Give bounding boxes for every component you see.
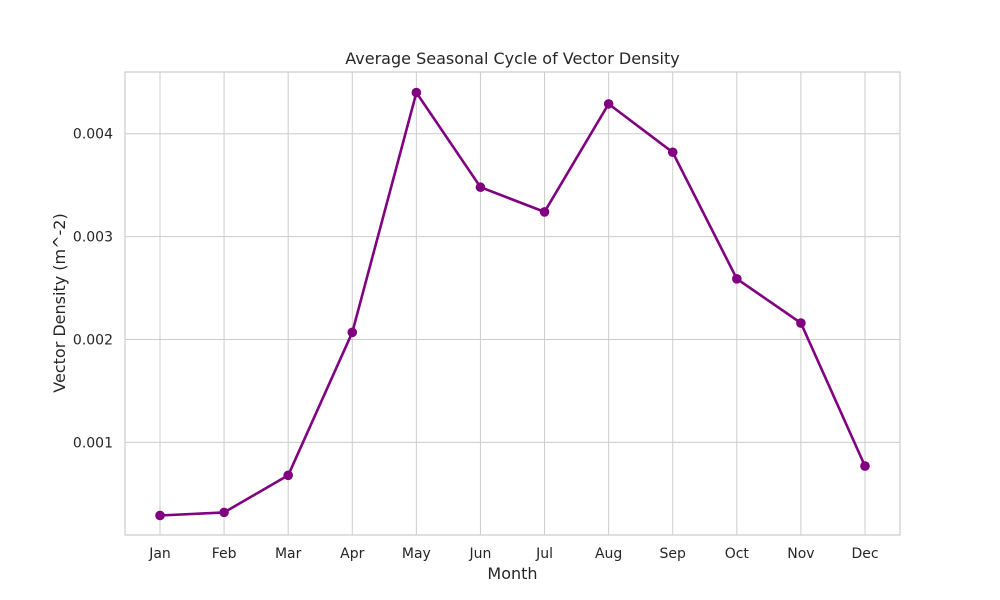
data-point[interactable] [347, 327, 358, 338]
data-point[interactable] [155, 510, 165, 521]
series-line [158, 91, 867, 517]
data-point[interactable] [796, 318, 806, 328]
grid-lines [125, 72, 900, 535]
series-layer [155, 87, 870, 521]
plot-area-border [124, 71, 901, 536]
x-tick-label: Mar [275, 546, 302, 562]
y-tick-label: 0.004 [73, 127, 113, 143]
data-point[interactable] [411, 87, 422, 98]
data-point[interactable] [860, 461, 870, 471]
x-tick-label: Dec [851, 546, 878, 562]
y-tick-label: 0.003 [73, 230, 113, 246]
data-point[interactable] [219, 507, 229, 518]
y-tick-label: 0.001 [73, 435, 113, 451]
x-tick-label: Apr [340, 546, 364, 562]
data-point[interactable] [539, 207, 550, 217]
data-point[interactable] [667, 147, 678, 158]
x-tick-label: Sep [660, 546, 687, 562]
plot-frame [124, 71, 901, 536]
x-tick-label: Jul [535, 546, 553, 562]
x-tick-labels: Jan Feb Mar Apr May Jun Jul Aug Sep Oct Nov Dec [148, 546, 878, 562]
data-point[interactable] [475, 182, 486, 193]
y-axis-title: Vector Density (m^-2) [50, 213, 69, 392]
x-tick-label: Aug [595, 546, 622, 562]
x-tick-label: Feb [212, 546, 237, 562]
data-point[interactable] [732, 274, 742, 284]
x-tick-label: Jan [148, 546, 171, 562]
x-axis-title: Month [487, 564, 537, 583]
data-point[interactable] [603, 99, 614, 109]
data-point[interactable] [283, 470, 293, 481]
x-tick-label: May [402, 546, 431, 562]
x-tick-label: Jun [469, 546, 492, 562]
x-tick-label: Oct [725, 546, 750, 562]
y-tick-label: 0.002 [73, 333, 113, 349]
chart-title: Average Seasonal Cycle of Vector Density [345, 49, 679, 68]
y-tick-labels: 0.001 0.002 0.003 0.004 [73, 127, 113, 452]
x-tick-label: Nov [787, 546, 814, 562]
